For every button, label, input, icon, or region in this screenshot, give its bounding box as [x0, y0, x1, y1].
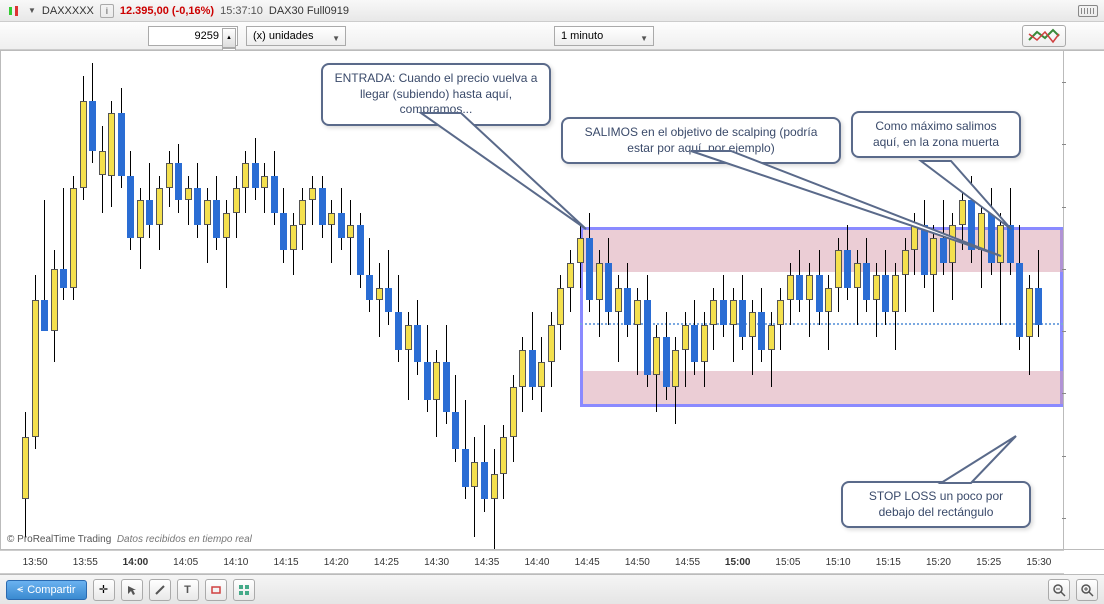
quantity-input[interactable]: 9259 ▲▼: [148, 26, 238, 46]
zoom-out-tool[interactable]: [1048, 579, 1070, 601]
bottom-toolbar: ⪪ Compartir ✛ T: [0, 574, 1104, 604]
callout-stoploss: STOP LOSS un poco por debajo del rectáng…: [841, 481, 1031, 528]
cursor-tool[interactable]: [121, 579, 143, 601]
contract-label: DAX30 Full0919: [269, 5, 349, 17]
share-label: Compartir: [27, 584, 75, 596]
grid-tool[interactable]: [233, 579, 255, 601]
share-button[interactable]: ⪪ Compartir: [6, 580, 87, 600]
window-titlebar: ▼ DAXXXXX i 12.395,00 (-0,16%) 15:37:10 …: [0, 0, 1104, 22]
indicators-button[interactable]: [1022, 25, 1066, 47]
object-tool[interactable]: [205, 579, 227, 601]
crosshair-tool[interactable]: ✛: [93, 579, 115, 601]
symbol-label: DAXXXXX: [42, 5, 94, 17]
arrow-down-icon[interactable]: ▼: [28, 6, 36, 15]
time-label: 15:37:10: [220, 5, 263, 17]
watermark: © ProRealTime Trading Datos recibidos en…: [7, 534, 252, 545]
chart-area[interactable]: ENTRADA: Cuando el precio vuelva a llega…: [0, 50, 1064, 550]
keyboard-icon[interactable]: [1078, 5, 1098, 17]
timeframe-select[interactable]: 1 minuto: [554, 26, 654, 46]
qty-value: 9259: [195, 30, 219, 42]
share-icon: ⪪: [17, 583, 23, 596]
callout-maximo: Como máximo salimos aquí, en la zona mue…: [851, 111, 1021, 158]
line-tool[interactable]: [149, 579, 171, 601]
zoom-in-tool[interactable]: [1076, 579, 1098, 601]
text-tool[interactable]: T: [177, 579, 199, 601]
y-axis: [1064, 50, 1104, 550]
callout-salimos: SALIMOS en el objetivo de scalping (podr…: [561, 117, 841, 164]
price-label: 12.395,00 (-0,16%): [120, 5, 214, 17]
candle-icon: [6, 3, 22, 19]
callout-entrada: ENTRADA: Cuando el precio vuelva a llega…: [321, 63, 551, 126]
info-icon[interactable]: i: [100, 4, 114, 18]
x-axis: 13:5013:5514:0014:0514:1014:1514:2014:25…: [0, 550, 1064, 574]
units-select[interactable]: (x) unidades: [246, 26, 346, 46]
spin-up-icon[interactable]: ▲: [222, 28, 236, 48]
control-bar: 9259 ▲▼ (x) unidades 1 minuto: [0, 22, 1104, 50]
